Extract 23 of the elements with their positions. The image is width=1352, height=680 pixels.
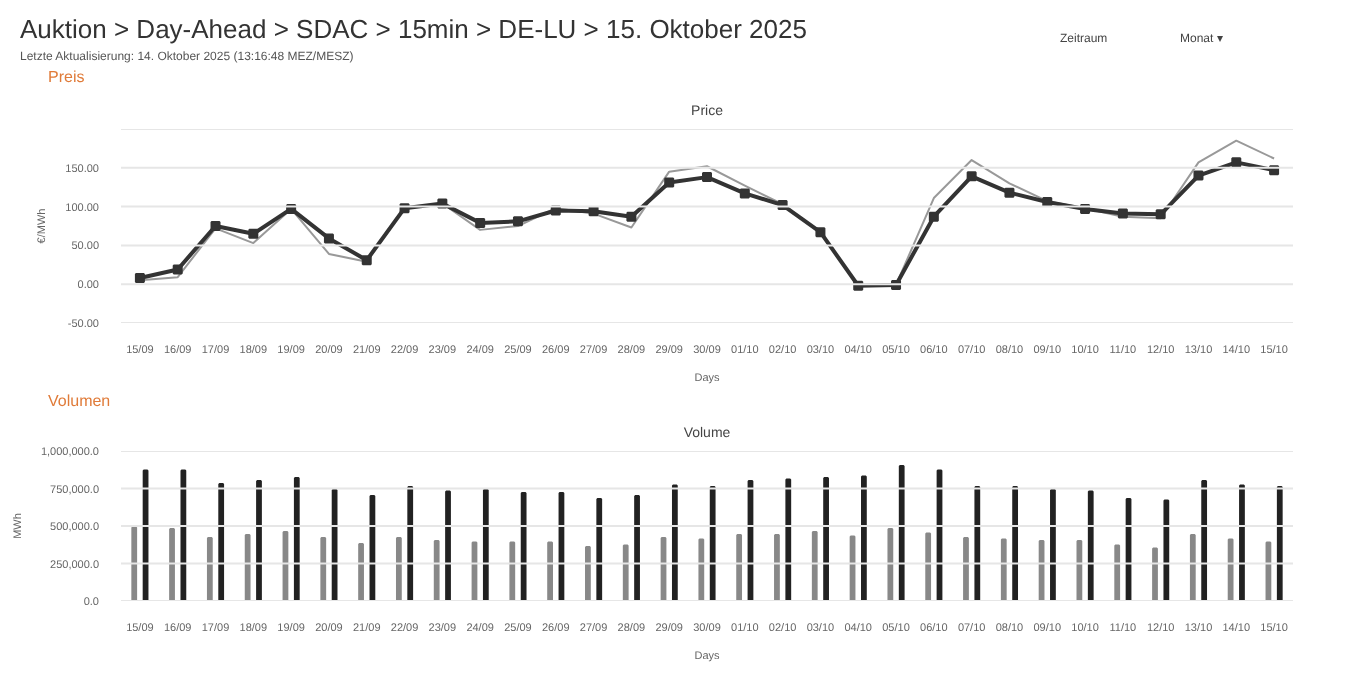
point <box>1042 196 1053 207</box>
point <box>626 210 637 221</box>
text: Volumen <box>48 389 111 412</box>
point <box>1231 156 1242 167</box>
point <box>664 176 675 187</box>
point <box>1117 207 1128 218</box>
point <box>361 254 372 265</box>
point <box>1193 169 1204 180</box>
point <box>1004 186 1015 197</box>
text: Preis <box>48 66 85 90</box>
point <box>210 220 221 231</box>
point <box>248 227 259 238</box>
point <box>1155 208 1166 219</box>
point <box>966 170 977 181</box>
point <box>172 263 183 274</box>
point <box>928 210 939 221</box>
point <box>134 272 145 283</box>
point <box>323 232 334 243</box>
point <box>702 171 712 182</box>
text: Auktion > Day-Ahead > SDAC > 15min > DE-LU > 15. Oktober 2025 <box>20 12 807 48</box>
point <box>739 187 750 198</box>
point <box>512 215 523 226</box>
point <box>815 226 826 237</box>
